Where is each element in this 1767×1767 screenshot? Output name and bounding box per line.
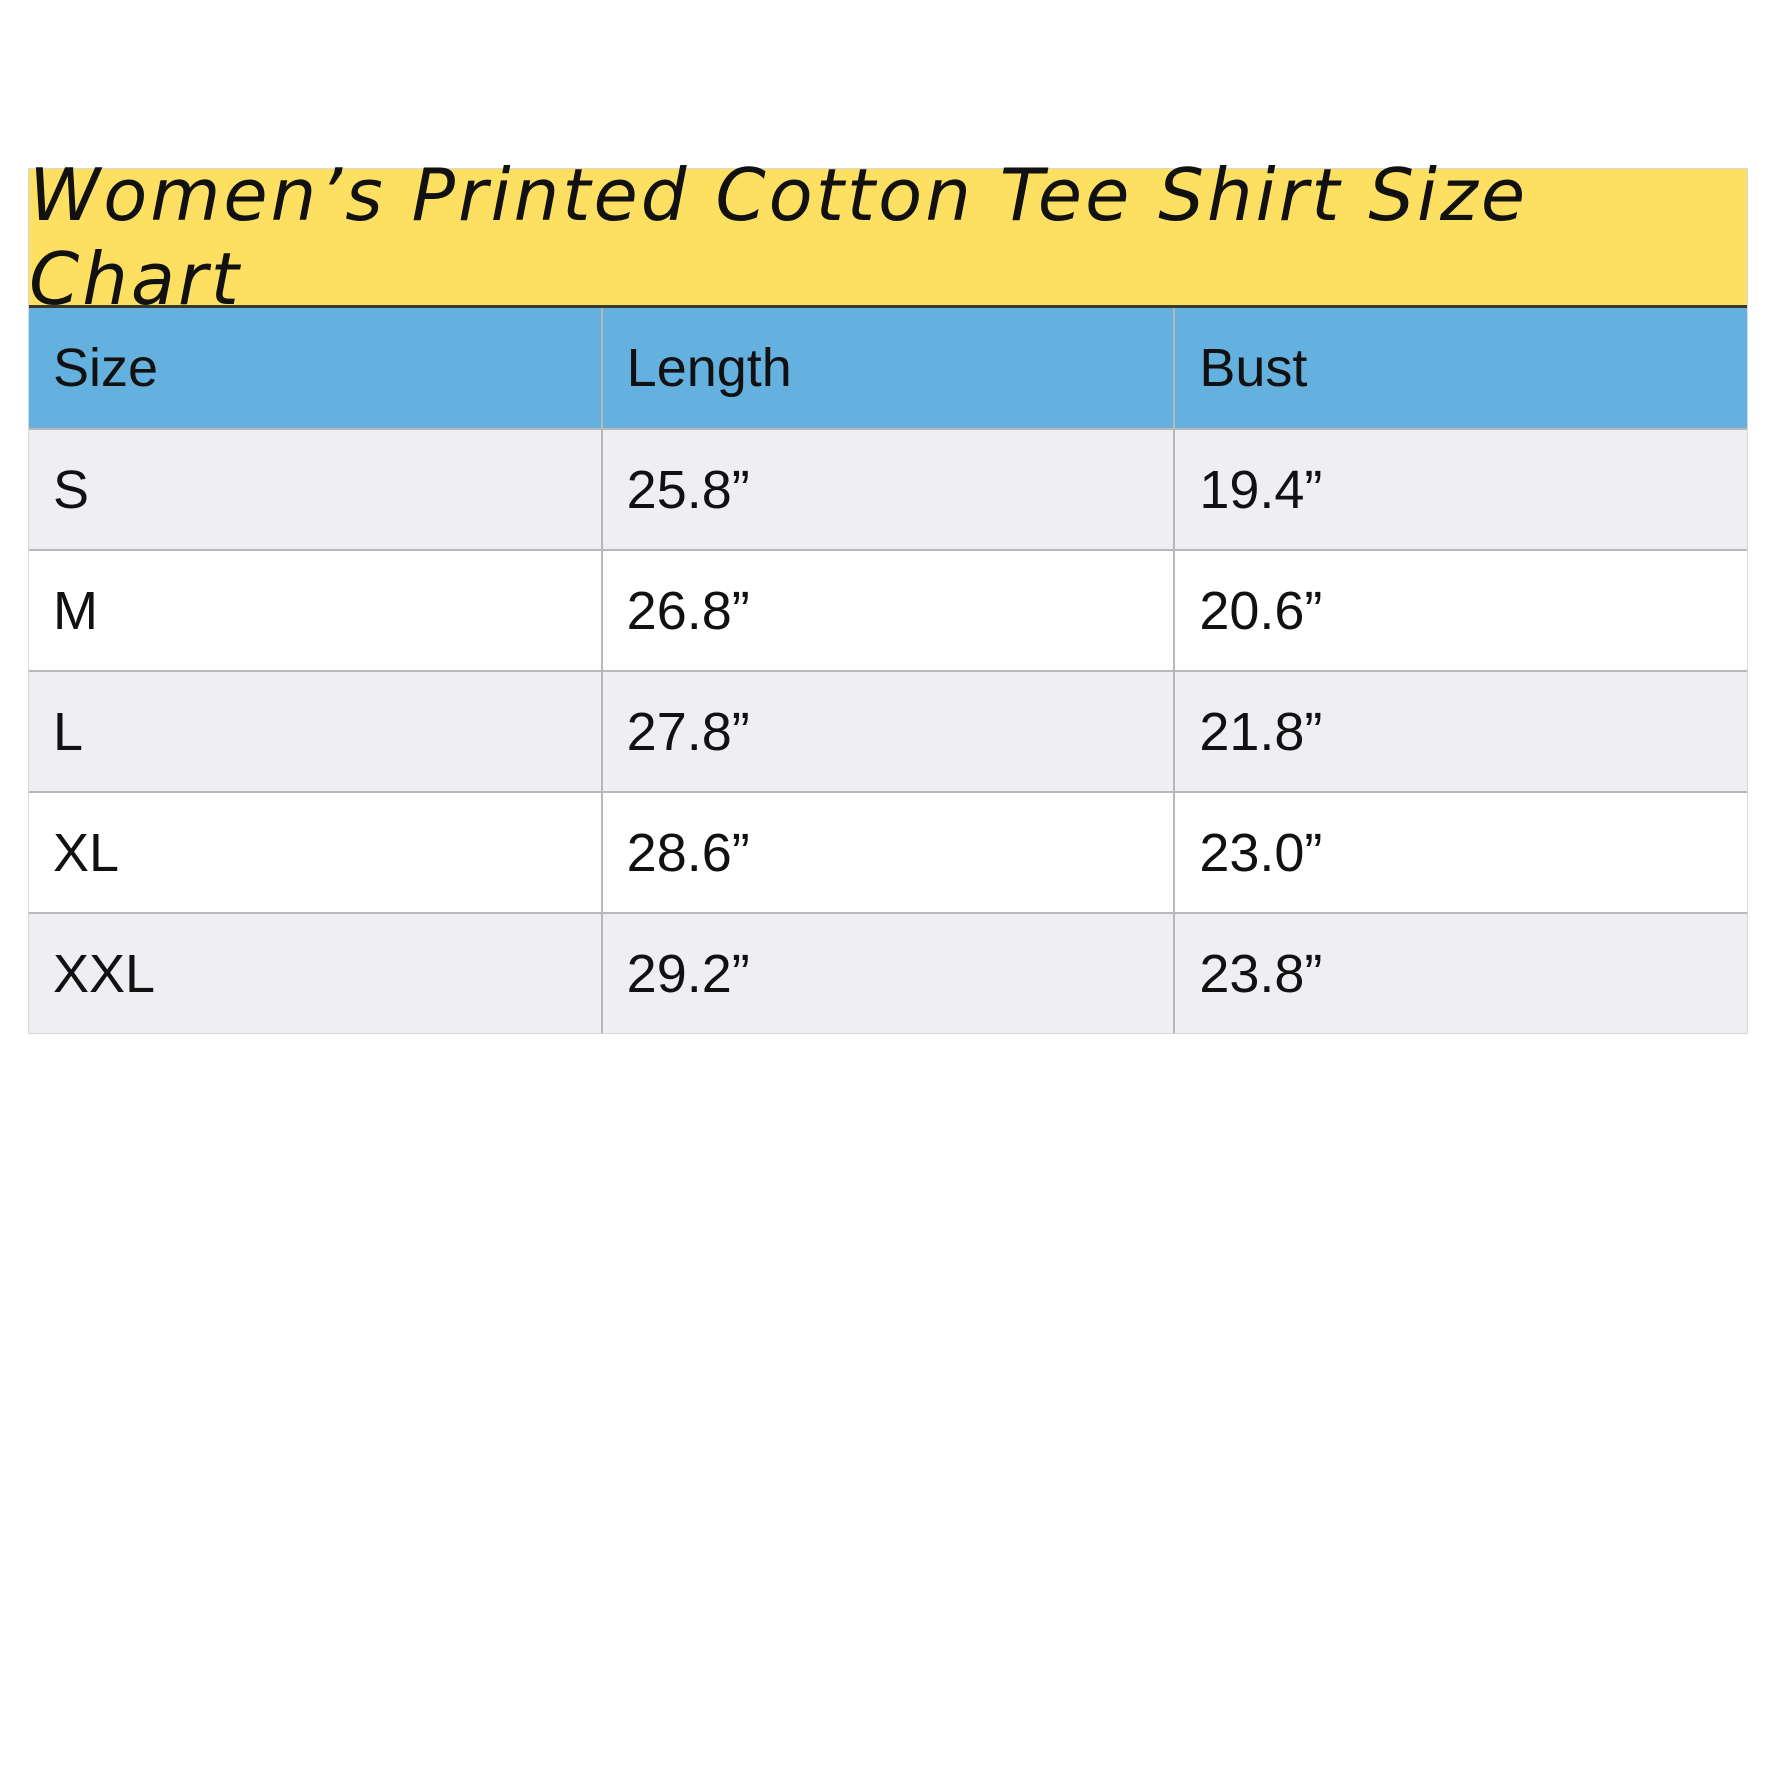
- cell-bust: 20.6”: [1174, 550, 1747, 672]
- cell-bust: 19.4”: [1174, 429, 1747, 551]
- cell-length: 26.8”: [601, 550, 1176, 672]
- table-row: L 27.8” 21.8”: [29, 671, 1747, 793]
- cell-size: XL: [29, 792, 603, 914]
- chart-title: Women’s Printed Cotton Tee Shirt Size Ch…: [29, 153, 1529, 321]
- cell-bust: 23.0”: [1174, 792, 1747, 914]
- cell-size: M: [29, 550, 603, 672]
- header-bust: Bust: [1174, 308, 1747, 430]
- size-table: Size Length Bust S 25.8” 19.4” M 26.8” 2…: [29, 308, 1747, 1033]
- cell-size: XXL: [29, 913, 603, 1033]
- cell-length: 25.8”: [601, 429, 1176, 551]
- cell-length: 27.8”: [601, 671, 1176, 793]
- header-row: Size Length Bust: [29, 308, 1747, 430]
- table-row: XXL 29.2” 23.8”: [29, 913, 1747, 1033]
- chart-title-bar: Women’s Printed Cotton Tee Shirt Size Ch…: [29, 153, 1747, 321]
- cell-bust: 23.8”: [1174, 913, 1747, 1033]
- table-row: S 25.8” 19.4”: [29, 429, 1747, 551]
- header-length: Length: [601, 308, 1176, 430]
- cell-size: S: [29, 429, 603, 551]
- header-size: Size: [29, 308, 603, 430]
- cell-length: 28.6”: [601, 792, 1176, 914]
- cell-bust: 21.8”: [1174, 671, 1747, 793]
- cell-size: L: [29, 671, 603, 793]
- table-row: XL 28.6” 23.0”: [29, 792, 1747, 914]
- size-chart: Women’s Printed Cotton Tee Shirt Size Ch…: [28, 153, 1748, 1034]
- cell-length: 29.2”: [601, 913, 1176, 1033]
- table-row: M 26.8” 20.6”: [29, 550, 1747, 672]
